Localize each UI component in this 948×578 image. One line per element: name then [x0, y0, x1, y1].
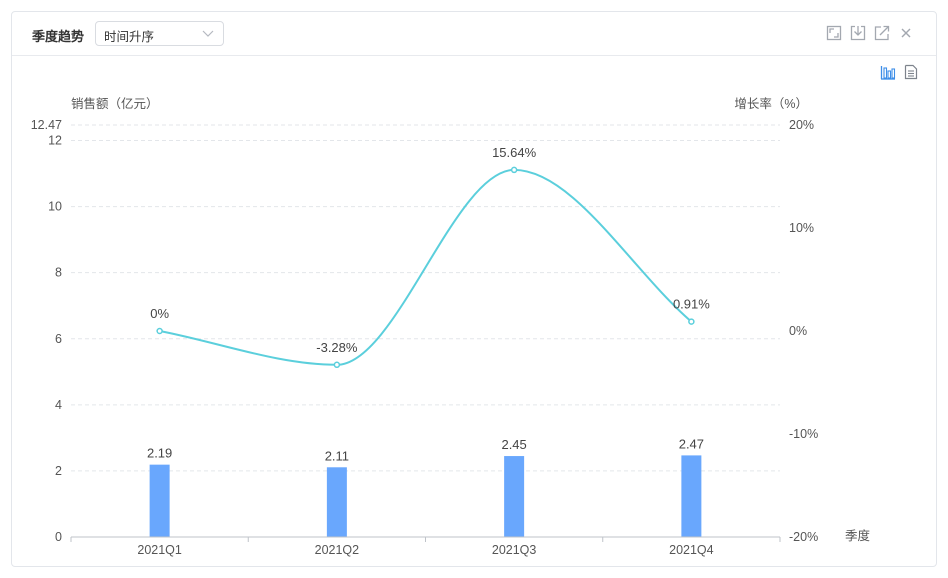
close-icon[interactable] — [898, 25, 914, 41]
y2-tick-label: 0% — [789, 324, 807, 338]
panel-title: 季度趋势 — [32, 29, 85, 44]
x-tick-label: 2021Q2 — [315, 543, 360, 557]
line-data-label: 0.91% — [673, 297, 710, 312]
download-icon[interactable] — [850, 25, 866, 41]
y-tick-label: 2 — [55, 464, 62, 478]
line-data-label: 0% — [150, 306, 169, 321]
bar — [149, 464, 170, 537]
y-tick-label: 12.47 — [31, 118, 62, 132]
line-point — [156, 327, 163, 335]
line-point — [333, 361, 341, 369]
line-layer: 0% -3.28% 15.64% 0.91% — [150, 145, 710, 369]
x-tick-label: 2021Q3 — [492, 543, 537, 557]
y-tick-label: 8 — [55, 266, 62, 280]
y2-axis-label: 增长率（%） — [734, 96, 808, 111]
panel-toolbar — [826, 25, 918, 41]
chevron-down-icon — [202, 30, 214, 37]
axis-layer: 0 2 4 6 8 10 12 12.47 -20% -10% 0% 10% 20% 2021Q1 2021… — [31, 118, 818, 557]
sort-select[interactable]: 时间升序 — [95, 21, 224, 46]
table-view-icon[interactable] — [903, 64, 919, 80]
bar — [326, 467, 347, 537]
y-tick-label: 10 — [48, 200, 62, 214]
line-point — [510, 166, 518, 174]
x-tick-label: 2021Q4 — [669, 543, 714, 557]
bar-data-label: 2.19 — [147, 446, 172, 461]
y-tick-label: 0 — [55, 530, 62, 544]
x-axis-label: 季度 — [845, 528, 871, 543]
y-tick-label: 6 — [55, 332, 62, 346]
bar-data-label: 2.47 — [679, 436, 704, 451]
line-data-label: 15.64% — [492, 145, 537, 160]
y-axis-label: 销售额（亿元） — [71, 96, 159, 111]
line-data-label: -3.28% — [316, 340, 358, 355]
y-tick-label: 12 — [48, 134, 62, 148]
expand-icon[interactable] — [826, 25, 842, 41]
sort-select-value: 时间升序 — [104, 30, 155, 44]
y2-tick-label: 10% — [789, 221, 814, 235]
bar — [681, 455, 702, 537]
bar — [504, 456, 525, 537]
x-tick-label: 2021Q1 — [137, 543, 182, 557]
y-tick-label: 4 — [55, 398, 62, 412]
y2-tick-label: -20% — [789, 530, 818, 544]
y2-tick-label: 20% — [789, 118, 814, 132]
bar-layer: 2.19 2.11 2.45 2.47 — [147, 436, 704, 537]
bar-chart-view-icon[interactable] — [880, 64, 896, 80]
growth-rate-line — [159, 168, 693, 366]
bar-data-label: 2.11 — [325, 448, 349, 463]
panel-header: 季度趋势 时间升序 — [12, 12, 936, 56]
y2-tick-label: -10% — [789, 427, 818, 441]
grid-layer — [71, 124, 780, 472]
bar-data-label: 2.45 — [501, 437, 526, 452]
open-external-icon[interactable] — [874, 25, 890, 41]
line-point — [688, 318, 695, 325]
